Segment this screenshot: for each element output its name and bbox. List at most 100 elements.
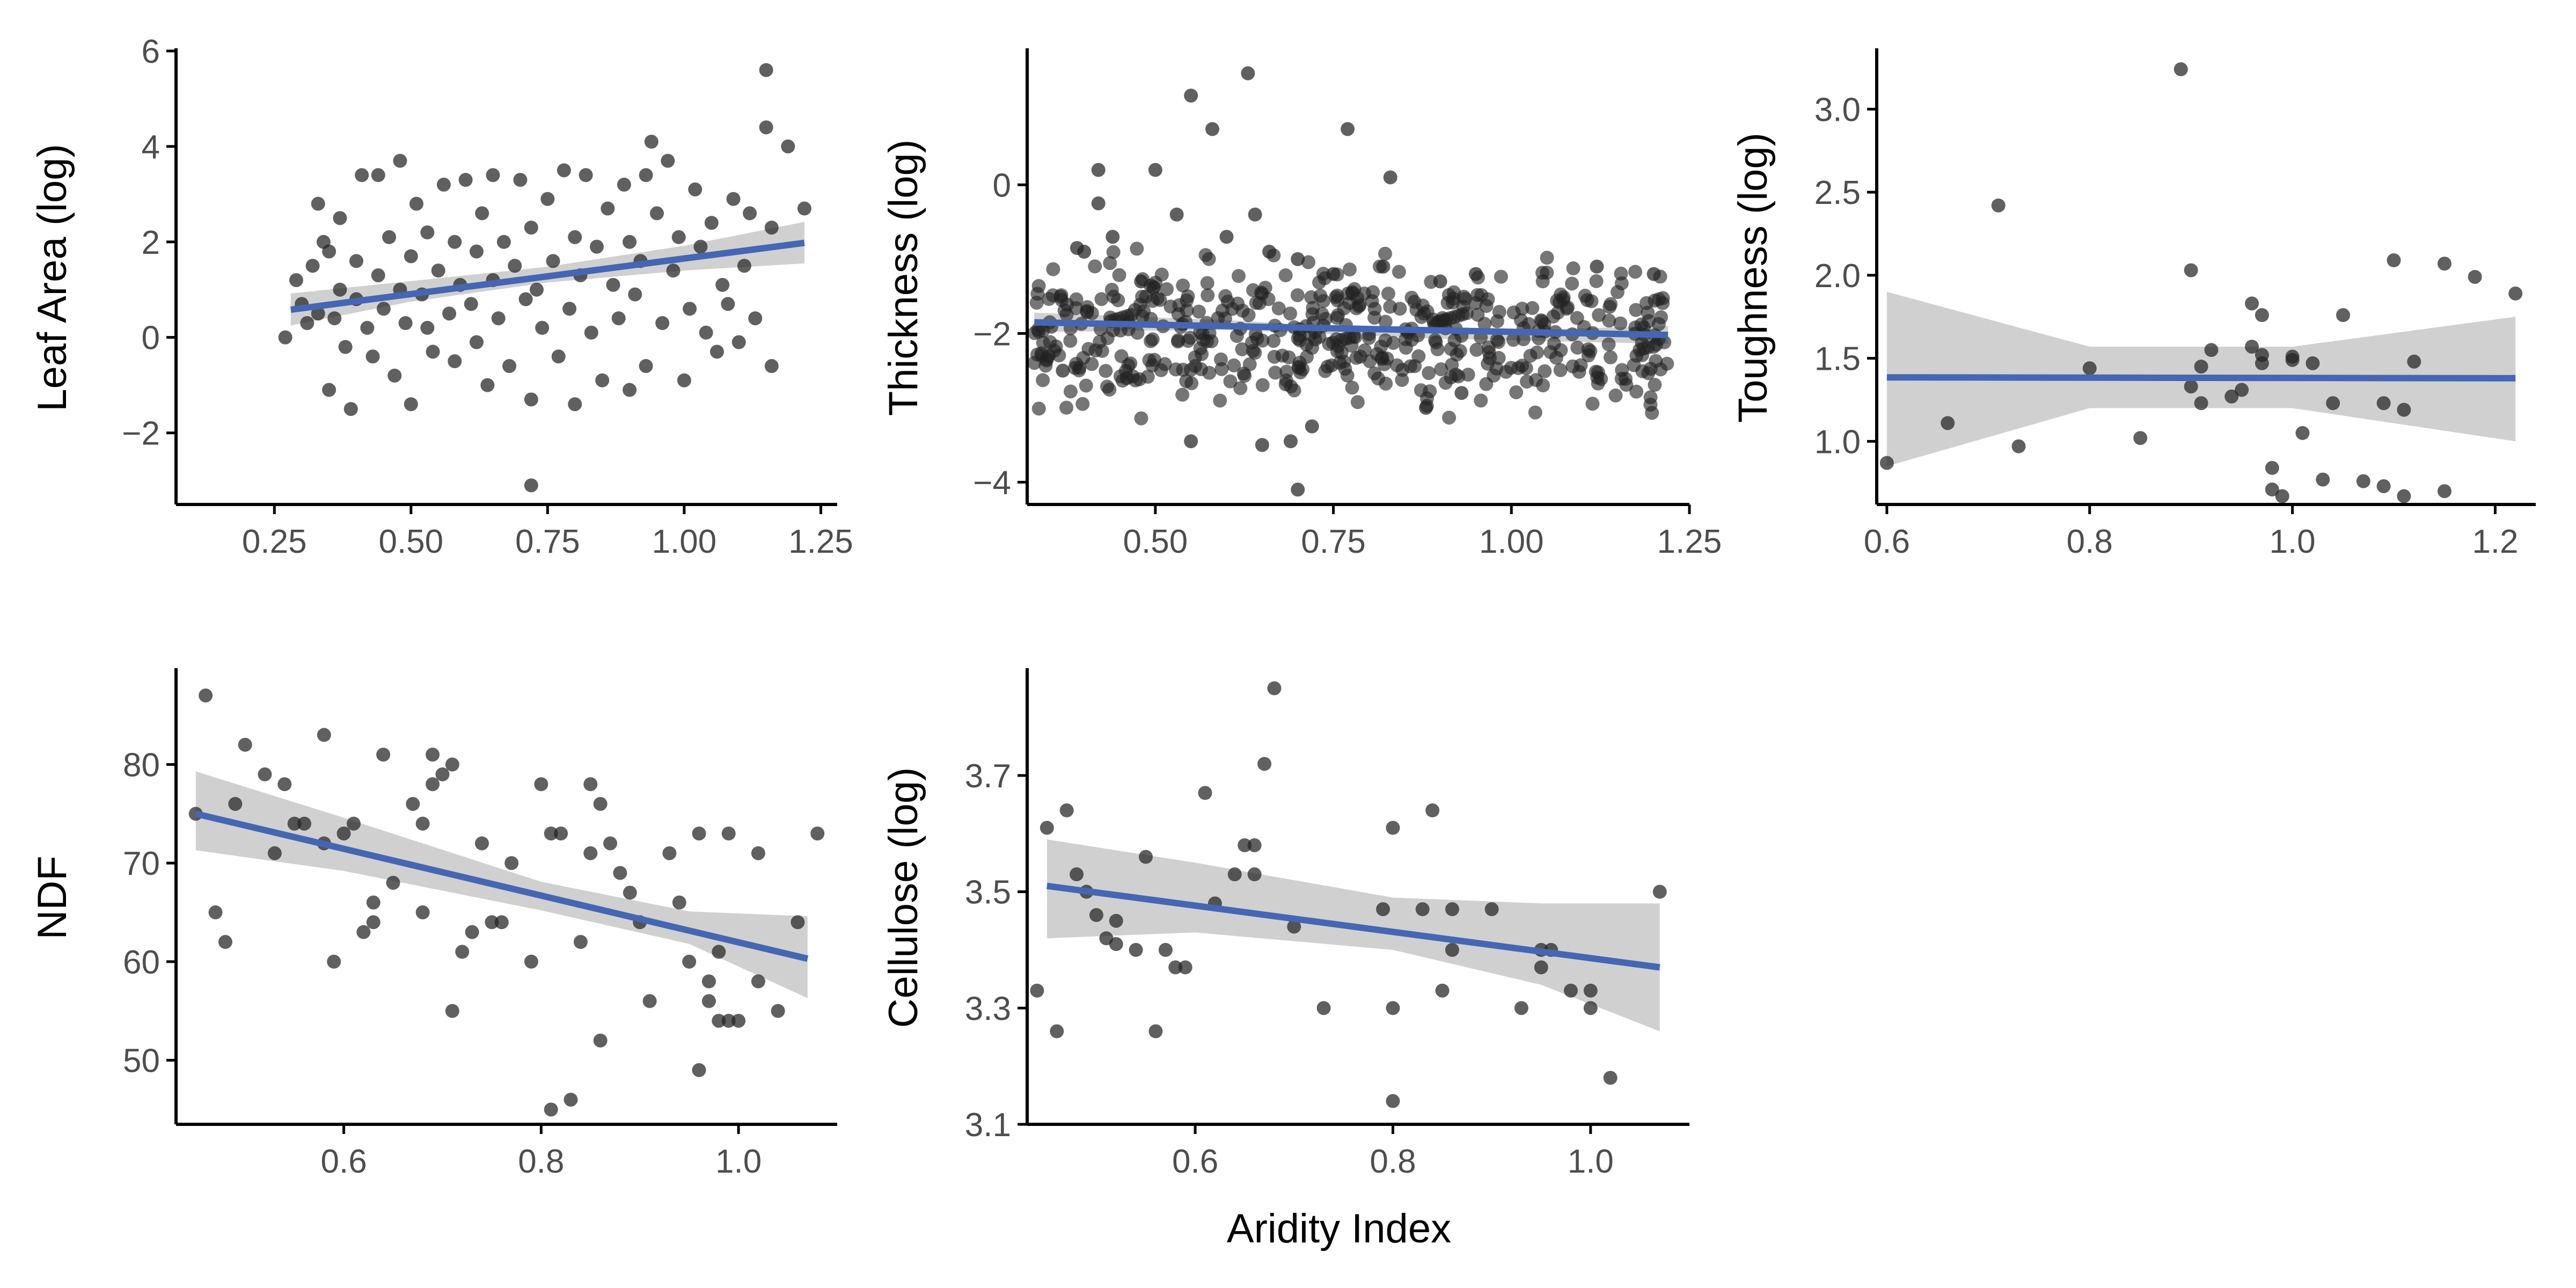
thickness-point xyxy=(1287,383,1301,398)
toughness-point xyxy=(2285,353,2300,367)
ndf-point xyxy=(267,846,282,860)
thickness-point xyxy=(1371,371,1386,386)
thickness-point xyxy=(1267,349,1282,364)
ndf-point xyxy=(208,905,223,920)
thickness-point xyxy=(1227,358,1241,372)
leaf-area-point xyxy=(721,297,735,311)
cellulose-point xyxy=(1198,786,1212,800)
leaf-area-point xyxy=(404,397,418,412)
ndf-point xyxy=(791,915,805,930)
thickness-point xyxy=(1169,207,1184,222)
thickness-point xyxy=(1461,368,1475,382)
thickness-point xyxy=(1318,364,1333,378)
toughness-trend-line xyxy=(1886,374,2516,382)
leaf-area-point xyxy=(311,306,325,321)
cellulose-point xyxy=(1514,1001,1528,1015)
thickness-point xyxy=(1509,385,1524,399)
leaf-area-point xyxy=(743,206,757,221)
thickness-point xyxy=(1303,327,1318,342)
thickness-point xyxy=(1629,384,1644,399)
ndf-point xyxy=(623,885,637,900)
ndf-point xyxy=(386,875,400,890)
toughness-x-tick-label: 0.6 xyxy=(1864,523,1910,560)
thickness-point xyxy=(1235,303,1250,318)
thickness-point xyxy=(1337,354,1351,369)
thickness-point xyxy=(1515,302,1529,316)
cellulose-point xyxy=(1583,983,1598,998)
ndf-point xyxy=(721,826,736,841)
thickness-point xyxy=(1103,256,1117,270)
thickness-point xyxy=(1056,363,1070,378)
thickness-point xyxy=(1448,368,1463,382)
thickness-point xyxy=(1525,301,1540,316)
thickness-point xyxy=(1279,364,1294,379)
ndf-x-tick-label: 0.8 xyxy=(518,1143,564,1180)
thickness-point xyxy=(1504,361,1518,375)
thickness-point xyxy=(1235,342,1249,356)
thickness-point xyxy=(1181,289,1195,304)
cellulose-point xyxy=(1227,867,1242,882)
thickness-point xyxy=(1331,339,1345,353)
leaf-area-point xyxy=(737,259,751,273)
thickness-point xyxy=(1305,341,1319,355)
cellulose-point xyxy=(1148,1024,1163,1038)
ndf-point xyxy=(613,866,627,880)
ndf-point xyxy=(327,954,341,969)
thickness-point xyxy=(1408,359,1422,374)
thickness-point xyxy=(1653,269,1667,284)
thickness-point xyxy=(1291,331,1305,346)
thickness-panel: 0.50 0.75 1.00 1.25 −4 −2 0 Thickness (log) xyxy=(881,48,1722,560)
thickness-y-tick-label: −2 xyxy=(973,316,1011,353)
thickness-point xyxy=(1099,364,1113,378)
thickness-point xyxy=(1282,350,1296,364)
leaf-area-point xyxy=(661,153,675,168)
thickness-point xyxy=(1618,371,1633,386)
leaf-area-y-tick-label: 6 xyxy=(142,33,160,70)
thickness-point xyxy=(1474,393,1488,408)
leaf-area-point xyxy=(764,359,779,374)
thickness-point xyxy=(1470,270,1485,285)
thickness-point xyxy=(1653,362,1668,377)
thickness-point xyxy=(1148,163,1162,177)
cellulose-point xyxy=(1178,960,1192,975)
thickness-point xyxy=(1378,314,1393,329)
thickness-point xyxy=(1034,346,1049,361)
ndf-point xyxy=(721,1014,736,1028)
thickness-point xyxy=(1258,281,1272,295)
leaf-area-point xyxy=(590,239,604,254)
ndf-point xyxy=(701,994,716,1008)
ndf-point xyxy=(662,846,677,860)
thickness-point xyxy=(1184,434,1198,449)
cellulose-trend-line xyxy=(1046,882,1660,971)
leaf-area-y-axis-title: Leaf Area (log) xyxy=(30,144,75,412)
thickness-point xyxy=(1470,308,1485,322)
toughness-point xyxy=(2376,479,2391,493)
thickness-point xyxy=(1219,230,1234,244)
leaf-area-y-tick-label: 2 xyxy=(142,224,160,261)
thickness-point xyxy=(1168,362,1183,377)
cellulose-point xyxy=(1129,943,1143,957)
leaf-area-point xyxy=(628,287,642,302)
leaf-area-x-tick-label: 0.25 xyxy=(242,523,307,560)
thickness-point xyxy=(1267,248,1281,262)
thickness-point xyxy=(1489,361,1504,376)
cellulose-point xyxy=(1139,850,1153,864)
toughness-point xyxy=(2437,257,2451,271)
thickness-point xyxy=(1059,400,1074,415)
thickness-point xyxy=(1150,291,1165,305)
ndf-point xyxy=(465,925,479,939)
ndf-y-tick-label: 60 xyxy=(123,944,160,981)
leaf-area-panel: 0.25 0.50 0.75 1.00 1.25 −2 0 2 4 6 Leaf Area (log… xyxy=(30,33,853,560)
thickness-point xyxy=(1460,306,1474,320)
toughness-point xyxy=(2437,484,2451,499)
leaf-area-point xyxy=(355,168,369,182)
thickness-point xyxy=(1104,282,1119,297)
thickness-point xyxy=(1063,384,1078,399)
thickness-point xyxy=(1422,366,1436,380)
ndf-point xyxy=(455,945,470,959)
leaf-area-point xyxy=(508,259,522,273)
cellulose-y-tick-label: 3.1 xyxy=(965,1107,1011,1144)
thickness-point xyxy=(1528,405,1542,420)
ndf-point xyxy=(692,1063,706,1077)
ndf-point xyxy=(751,974,765,989)
